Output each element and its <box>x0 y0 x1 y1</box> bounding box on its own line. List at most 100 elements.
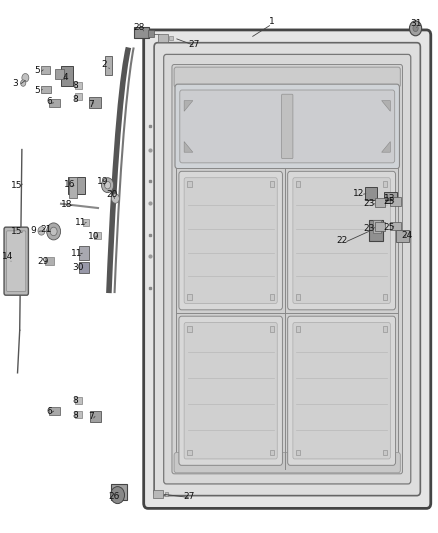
Text: 16: 16 <box>64 180 75 189</box>
Text: 7: 7 <box>88 100 94 109</box>
Text: 29: 29 <box>37 257 49 265</box>
Text: 5: 5 <box>34 85 40 94</box>
FancyBboxPatch shape <box>7 231 26 292</box>
Text: 19: 19 <box>97 177 108 186</box>
Circle shape <box>21 80 26 86</box>
Text: 2: 2 <box>102 60 107 69</box>
FancyBboxPatch shape <box>175 84 399 168</box>
Text: 5: 5 <box>34 67 40 75</box>
Bar <box>296 181 300 187</box>
Text: 11: 11 <box>71 249 82 258</box>
Bar <box>45 257 53 265</box>
Bar <box>134 27 149 38</box>
Text: 21: 21 <box>40 225 52 234</box>
Bar <box>75 82 82 89</box>
Bar <box>94 232 101 239</box>
Text: 18: 18 <box>61 200 72 209</box>
Text: 14: 14 <box>2 253 13 261</box>
FancyBboxPatch shape <box>282 94 293 159</box>
Circle shape <box>413 25 418 31</box>
Circle shape <box>50 227 57 236</box>
Bar <box>55 69 64 79</box>
Text: 27: 27 <box>188 40 199 49</box>
FancyBboxPatch shape <box>4 227 28 295</box>
Bar <box>75 411 82 418</box>
Text: 7: 7 <box>88 412 94 421</box>
Text: 11: 11 <box>75 219 86 228</box>
FancyBboxPatch shape <box>144 30 431 508</box>
Bar <box>89 98 101 108</box>
Bar <box>42 66 50 74</box>
Bar <box>384 191 397 203</box>
Polygon shape <box>184 101 193 111</box>
Text: 10: 10 <box>88 232 99 241</box>
FancyBboxPatch shape <box>288 316 396 465</box>
FancyBboxPatch shape <box>184 322 277 459</box>
Bar <box>187 181 191 187</box>
Circle shape <box>47 223 60 240</box>
Text: 30: 30 <box>73 263 84 272</box>
Bar <box>383 450 387 455</box>
Bar <box>79 246 89 260</box>
Bar <box>296 450 300 455</box>
FancyBboxPatch shape <box>174 453 400 473</box>
FancyBboxPatch shape <box>288 171 396 310</box>
Bar <box>383 181 387 187</box>
Bar <box>187 450 191 455</box>
Circle shape <box>38 227 45 235</box>
Text: 6: 6 <box>46 407 52 416</box>
FancyBboxPatch shape <box>184 177 277 303</box>
Bar <box>41 86 51 93</box>
Bar <box>296 294 300 300</box>
Text: 23: 23 <box>364 224 374 233</box>
Polygon shape <box>381 101 390 111</box>
FancyBboxPatch shape <box>179 171 283 310</box>
Text: 15: 15 <box>11 181 22 190</box>
Bar <box>373 220 381 233</box>
Bar <box>67 177 85 194</box>
FancyBboxPatch shape <box>174 67 400 87</box>
Text: 4: 4 <box>63 73 68 82</box>
Text: 8: 8 <box>73 411 78 420</box>
Bar <box>49 407 60 415</box>
Bar <box>396 230 409 241</box>
FancyBboxPatch shape <box>177 168 398 469</box>
Bar <box>390 197 401 206</box>
Bar <box>90 411 102 422</box>
Text: 3: 3 <box>13 78 18 87</box>
Polygon shape <box>184 142 193 152</box>
Bar <box>148 30 154 37</box>
Bar <box>105 56 113 75</box>
Circle shape <box>102 177 114 192</box>
Text: 8: 8 <box>73 81 78 90</box>
Circle shape <box>410 21 422 36</box>
Bar <box>187 326 191 332</box>
Text: 1: 1 <box>269 18 275 27</box>
FancyBboxPatch shape <box>164 54 411 484</box>
Bar <box>170 36 173 40</box>
Text: 23: 23 <box>364 199 374 208</box>
Bar <box>369 220 383 241</box>
Text: 24: 24 <box>401 231 413 240</box>
Bar <box>79 262 89 273</box>
Text: 8: 8 <box>73 396 78 405</box>
FancyBboxPatch shape <box>180 90 395 163</box>
Text: 31: 31 <box>410 19 421 28</box>
Bar <box>187 294 191 300</box>
Bar <box>49 99 60 107</box>
Text: 6: 6 <box>46 97 52 106</box>
Text: 13: 13 <box>384 194 395 203</box>
Bar <box>153 490 163 498</box>
Text: 20: 20 <box>106 190 118 199</box>
FancyBboxPatch shape <box>293 322 390 459</box>
Text: 26: 26 <box>109 491 120 500</box>
FancyBboxPatch shape <box>179 316 283 465</box>
Circle shape <box>105 181 111 189</box>
Text: 22: 22 <box>337 237 348 246</box>
Bar <box>165 492 169 496</box>
Bar <box>383 326 387 332</box>
Bar <box>390 222 401 230</box>
Bar <box>296 326 300 332</box>
Circle shape <box>22 74 29 82</box>
FancyBboxPatch shape <box>154 43 420 496</box>
